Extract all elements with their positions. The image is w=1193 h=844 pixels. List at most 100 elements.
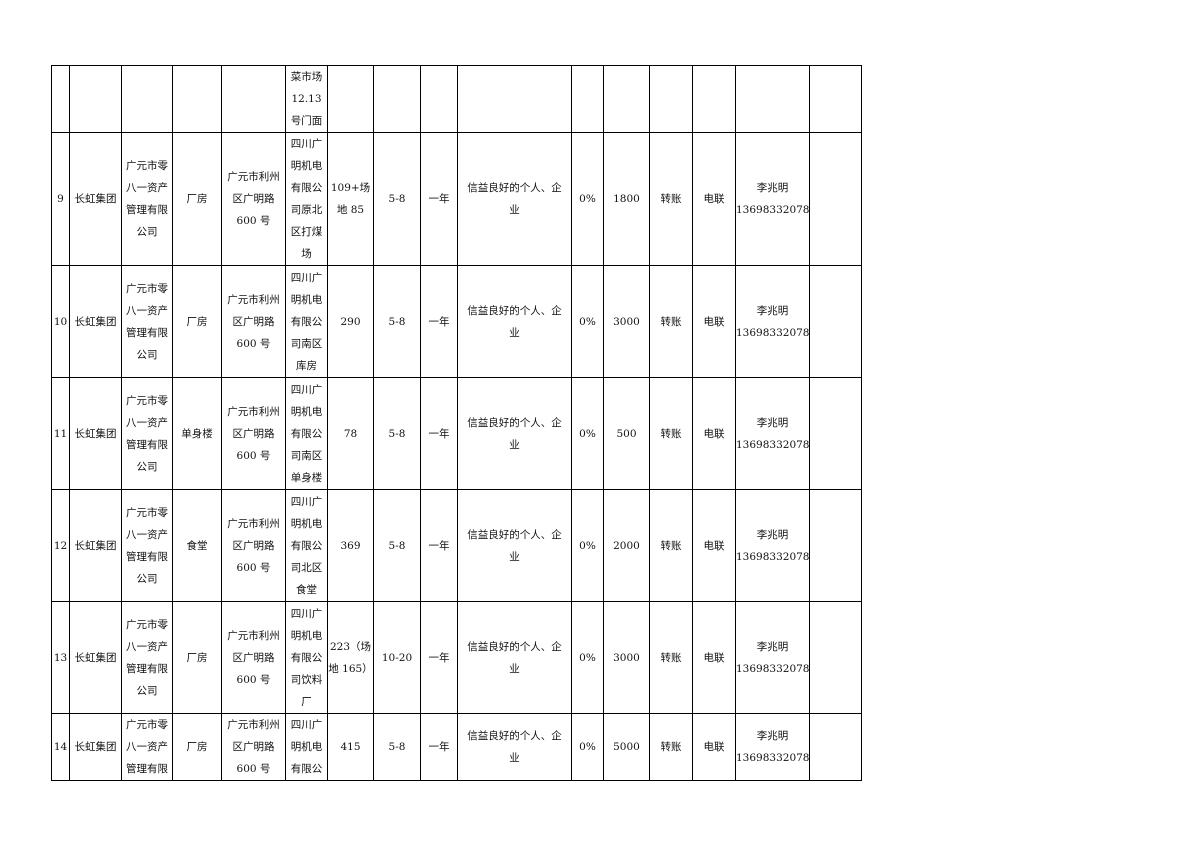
cell-property-type: 厂房 [172, 132, 222, 266]
cell-tenant-requirement: 信益良好的个人、企 业 [457, 713, 572, 781]
cell-address [221, 65, 286, 133]
cell-area: 109+场 地 85 [327, 132, 374, 266]
cell-contact: 李兆明 13698332078 [735, 132, 810, 266]
cell-price: 10-20 [373, 601, 421, 714]
cell-location: 四川广 明机电 有限公 司原北 区打煤 场 [285, 132, 328, 266]
cell-location: 四川广 明机电 有限公 司南区 单身楼 [285, 377, 328, 490]
cell-tenant-requirement: 信益良好的个人、企 业 [457, 489, 572, 602]
cell-owner: 广元市零 八一资产 管理有限 公司 [121, 489, 173, 602]
cell-payment [649, 65, 693, 133]
cell-location: 四川广 明机电 有限公 [285, 713, 328, 781]
cell-rate [571, 65, 604, 133]
cell-deposit: 3000 [603, 601, 650, 714]
cell-payment: 转账 [649, 377, 693, 490]
cell-rate: 0% [571, 377, 604, 490]
cell-remarks [809, 265, 862, 378]
cell-deposit: 1800 [603, 132, 650, 266]
cell-deposit: 2000 [603, 489, 650, 602]
cell-area: 415 [327, 713, 374, 781]
cell-remarks [809, 489, 862, 602]
cell-contact: 李兆明 13698332078 [735, 265, 810, 378]
cell-owner [121, 65, 173, 133]
cell-owner: 广元市零 八一资产 管理有限 公司 [121, 601, 173, 714]
table-row: 12 长虹集团 广元市零 八一资产 管理有限 公司 食堂 广元市利州 区广明路 600 … [51, 489, 862, 602]
cell-remarks [809, 601, 862, 714]
cell-price: 5-8 [373, 265, 421, 378]
cell-deposit: 5000 [603, 713, 650, 781]
cell-property-type: 厂房 [172, 265, 222, 378]
cell-rate: 0% [571, 713, 604, 781]
cell-payment: 转账 [649, 601, 693, 714]
cell-group: 长虹集团 [69, 601, 122, 714]
cell-owner: 广元市零 八一资产 管理有限 公司 [121, 377, 173, 490]
cell-remarks [809, 65, 862, 133]
cell-group: 长虹集团 [69, 132, 122, 266]
cell-contact: 李兆明 13698332078 [735, 377, 810, 490]
cell-owner: 广元市零 八一资产 管理有限 公司 [121, 132, 173, 266]
cell-address: 广元市利州 区广明路 600 号 [221, 713, 286, 781]
table-row: 14 长虹集团 广元市零 八一资产 管理有限 厂房 广元市利州 区广明路 600 号四川… [51, 713, 862, 781]
cell-deposit: 500 [603, 377, 650, 490]
cell-term: 一年 [420, 489, 458, 602]
cell-owner: 广元市零 八一资产 管理有限 公司 [121, 265, 173, 378]
table-row: 9 长虹集团 广元市零 八一资产 管理有限 公司 厂房 广元市利州 区广明路 600 号… [51, 132, 862, 266]
cell-tenant-requirement: 信益良好的个人、企 业 [457, 265, 572, 378]
cell-area: 290 [327, 265, 374, 378]
cell-price: 5-8 [373, 489, 421, 602]
cell-price: 5-8 [373, 132, 421, 266]
cell-index: 11 [51, 377, 70, 490]
cell-owner: 广元市零 八一资产 管理有限 [121, 713, 173, 781]
cell-location: 四川广 明机电 有限公 司北区 食堂 [285, 489, 328, 602]
cell-price: 5-8 [373, 713, 421, 781]
cell-property-type: 单身楼 [172, 377, 222, 490]
cell-payment: 转账 [649, 265, 693, 378]
cell-property-type: 食堂 [172, 489, 222, 602]
cell-contact: 李兆明 13698332078 [735, 713, 810, 781]
cell-term [420, 65, 458, 133]
cell-group: 长虹集团 [69, 713, 122, 781]
cell-group: 长虹集团 [69, 489, 122, 602]
cell-payment: 转账 [649, 489, 693, 602]
cell-address: 广元市利州 区广明路 600 号 [221, 489, 286, 602]
cell-address: 广元市利州 区广明路 600 号 [221, 377, 286, 490]
cell-area: 223（场 地 165） [327, 601, 374, 714]
cell-contact: 李兆明 13698332078 [735, 489, 810, 602]
cell-contact-method: 电联 [692, 265, 736, 378]
cell-index: 10 [51, 265, 70, 378]
cell-price: 5-8 [373, 377, 421, 490]
cell-property-type [172, 65, 222, 133]
cell-group: 长虹集团 [69, 265, 122, 378]
table-row: 11 长虹集团 广元市零 八一资产 管理有限 公司 单身楼 广元市利州 区广明路 600… [51, 377, 862, 490]
cell-contact-method: 电联 [692, 132, 736, 266]
cell-group [69, 65, 122, 133]
cell-tenant-requirement [457, 65, 572, 133]
cell-address: 广元市利州 区广明路 600 号 [221, 601, 286, 714]
property-lease-table: 菜市场 12.13 号门面 9 长虹集团 广元市零 八一资产 管理有限 公司 厂房 广元市… [51, 65, 862, 781]
cell-remarks [809, 132, 862, 266]
cell-contact: 李兆明 13698332078 [735, 601, 810, 714]
cell-contact-method: 电联 [692, 489, 736, 602]
cell-property-type: 厂房 [172, 713, 222, 781]
cell-rate: 0% [571, 601, 604, 714]
cell-property-type: 厂房 [172, 601, 222, 714]
cell-contact-method: 电联 [692, 713, 736, 781]
cell-term: 一年 [420, 132, 458, 266]
cell-contact [735, 65, 810, 133]
cell-index: 13 [51, 601, 70, 714]
cell-contact-method [692, 65, 736, 133]
cell-term: 一年 [420, 601, 458, 714]
cell-payment: 转账 [649, 132, 693, 266]
cell-index: 12 [51, 489, 70, 602]
cell-deposit: 3000 [603, 265, 650, 378]
cell-index: 9 [51, 132, 70, 266]
cell-term: 一年 [420, 265, 458, 378]
cell-tenant-requirement: 信益良好的个人、企 业 [457, 377, 572, 490]
table-row: 10 长虹集团 广元市零 八一资产 管理有限 公司 厂房 广元市利州 区广明路 600 … [51, 265, 862, 378]
cell-deposit [603, 65, 650, 133]
cell-location: 四川广 明机电 有限公 司南区 库房 [285, 265, 328, 378]
cell-area: 78 [327, 377, 374, 490]
cell-remarks [809, 713, 862, 781]
cell-contact-method: 电联 [692, 601, 736, 714]
cell-area [327, 65, 374, 133]
cell-address: 广元市利州 区广明路 600 号 [221, 265, 286, 378]
